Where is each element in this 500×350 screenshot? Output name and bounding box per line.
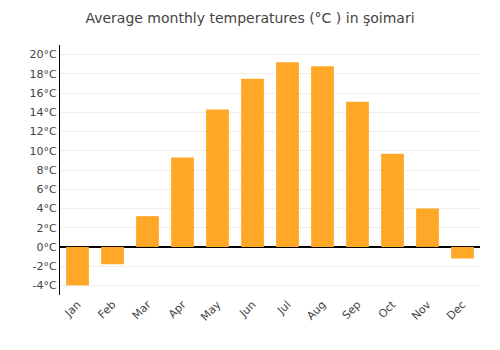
svg-text:12°C: 12°C bbox=[30, 125, 57, 138]
svg-text:Sep: Sep bbox=[340, 298, 364, 322]
svg-text:Jul: Jul bbox=[274, 298, 293, 317]
svg-text:-2°C: -2°C bbox=[33, 260, 57, 273]
svg-text:2°C: 2°C bbox=[37, 222, 57, 235]
svg-text:6°C: 6°C bbox=[37, 183, 57, 196]
svg-text:Nov: Nov bbox=[409, 298, 434, 323]
svg-text:May: May bbox=[198, 298, 224, 324]
svg-text:-4°C: -4°C bbox=[33, 279, 57, 292]
svg-text:Mar: Mar bbox=[130, 298, 154, 322]
svg-text:Apr: Apr bbox=[166, 298, 189, 321]
svg-text:Jun: Jun bbox=[236, 298, 258, 320]
svg-text:Dec: Dec bbox=[444, 298, 468, 322]
svg-text:14°C: 14°C bbox=[30, 106, 57, 119]
svg-text:Aug: Aug bbox=[304, 298, 328, 322]
svg-text:18°C: 18°C bbox=[30, 68, 57, 81]
svg-text:Oct: Oct bbox=[376, 298, 399, 321]
svg-text:Average monthly temperatures (: Average monthly temperatures (°C ) in şo… bbox=[85, 10, 414, 26]
svg-text:10°C: 10°C bbox=[30, 145, 57, 158]
svg-text:8°C: 8°C bbox=[37, 164, 57, 177]
svg-text:20°C: 20°C bbox=[30, 48, 57, 61]
svg-text:0°C: 0°C bbox=[37, 241, 57, 254]
svg-text:16°C: 16°C bbox=[30, 87, 57, 100]
svg-text:4°C: 4°C bbox=[37, 202, 57, 215]
svg-text:Feb: Feb bbox=[96, 298, 119, 321]
svg-text:Jan: Jan bbox=[62, 298, 84, 320]
